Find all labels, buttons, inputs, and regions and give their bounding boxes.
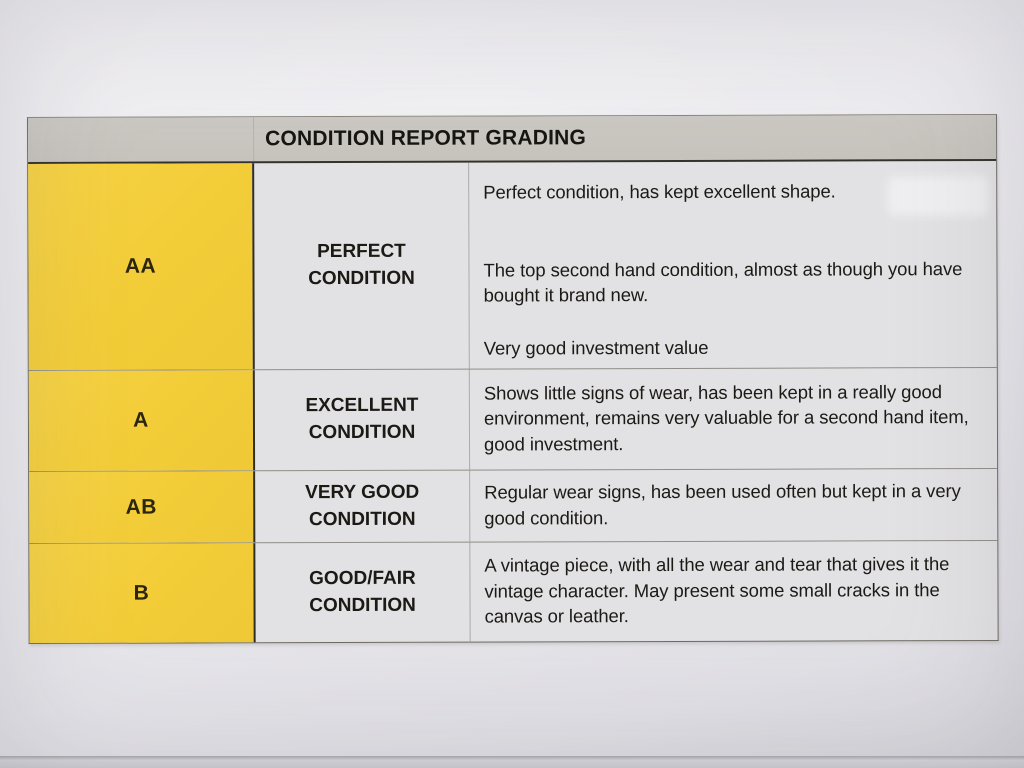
condition-description-cell: Regular wear signs, has been used often … xyxy=(470,469,997,542)
table-row-grade-aa: AA PERFECT CONDITION Perfect condition, … xyxy=(28,161,997,370)
description-paragraph: Perfect condition, has kept excellent sh… xyxy=(483,180,836,203)
description-paragraph: The top second hand condition, almost as… xyxy=(483,257,963,306)
paper-bottom-edge xyxy=(0,756,1024,768)
condition-name-cell: GOOD/FAIR CONDITION xyxy=(255,542,471,643)
table-row-grade-b: B GOOD/FAIR CONDITION A vintage piece, w… xyxy=(29,539,998,643)
description-paragraph: A vintage piece, with all the wear and t… xyxy=(484,553,950,627)
grade-code-cell: B xyxy=(29,543,256,643)
description-paragraph: Shows little signs of wear, has been kep… xyxy=(483,380,969,455)
description-paragraph: Regular wear signs, has been used often … xyxy=(484,480,961,529)
table-title: CONDITION REPORT GRADING xyxy=(265,126,587,151)
table-header-row: CONDITION REPORT GRADING xyxy=(28,114,997,164)
condition-name-cell: PERFECT CONDITION xyxy=(254,162,470,370)
condition-description-cell: Shows little signs of wear, has been kep… xyxy=(470,368,997,470)
grade-code-cell: AA xyxy=(28,163,255,370)
condition-description-cell: A vintage piece, with all the wear and t… xyxy=(470,541,997,642)
table-row-grade-ab: AB VERY GOOD CONDITION Regular wear sign… xyxy=(29,467,998,543)
grade-code-cell: A xyxy=(28,370,256,471)
table-row-grade-a: A EXCELLENT CONDITION Shows little signs… xyxy=(28,366,998,471)
condition-grading-table: CONDITION REPORT GRADING AA PERFECT COND… xyxy=(27,113,999,644)
description-paragraph: Very good investment value xyxy=(483,336,709,359)
condition-name-cell: EXCELLENT CONDITION xyxy=(254,369,471,471)
condition-description-cell: Perfect condition, has kept excellent sh… xyxy=(469,161,997,369)
header-spacer-cell xyxy=(28,117,255,162)
condition-name-cell: VERY GOOD CONDITION xyxy=(255,470,471,543)
grade-code-cell: AB xyxy=(29,471,256,543)
